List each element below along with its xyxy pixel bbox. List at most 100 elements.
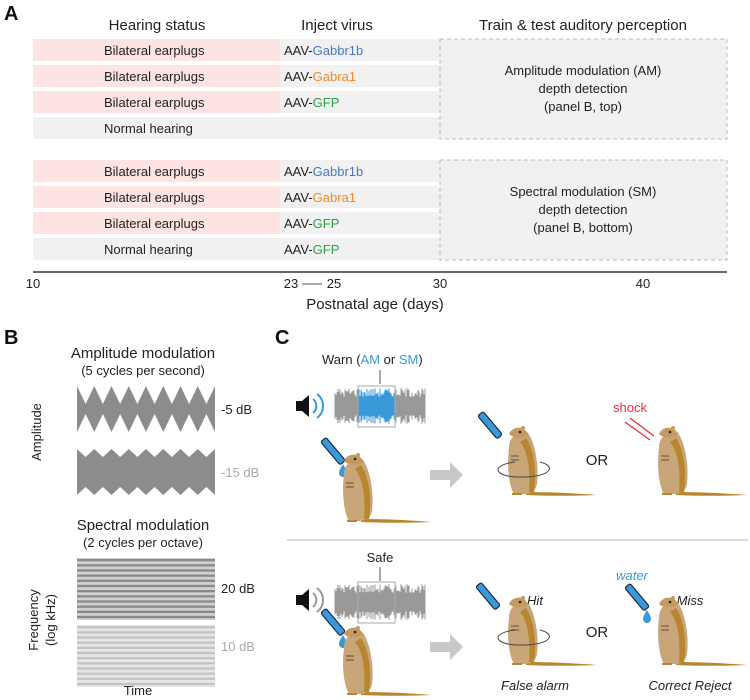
spectral-stripe xyxy=(77,610,215,613)
hearing-status-cell: Bilateral earplugs xyxy=(104,43,205,58)
shock-icon xyxy=(624,417,655,441)
drop-icon xyxy=(643,610,651,623)
water-label: water xyxy=(616,568,648,583)
virus-cell: AAV-Gabra1 xyxy=(284,69,356,84)
outcome-correct-reject: Correct Reject xyxy=(648,678,732,693)
spectral-stripe xyxy=(77,559,215,562)
earplug-period xyxy=(33,65,280,87)
am-title: Amplitude modulation xyxy=(71,345,215,362)
virus-cell: AAV-Gabra1 xyxy=(284,190,356,205)
spectral-stripe xyxy=(77,615,215,619)
task-text: depth detection xyxy=(539,202,628,217)
earplug-period xyxy=(33,212,280,234)
task-text: (panel B, top) xyxy=(544,99,622,114)
sm-ylabel-units: (log kHz) xyxy=(43,594,58,646)
spectral-stripe xyxy=(77,590,215,593)
header-inject-virus: Inject virus xyxy=(301,17,373,34)
sm-title: Spectral modulation xyxy=(77,517,210,534)
spectral-stripe xyxy=(77,672,215,675)
speaker-icon xyxy=(296,587,324,613)
panel-b-label: B xyxy=(4,327,18,349)
spectral-stripe xyxy=(77,646,215,649)
task-text: Spectral modulation (SM) xyxy=(510,184,657,199)
spectral-stripe xyxy=(77,657,215,660)
water-spout-icon xyxy=(624,582,650,612)
safe-sound-waveform xyxy=(334,584,426,620)
virus-cell: AAV-GFP xyxy=(284,242,339,257)
water-spout-icon xyxy=(320,436,346,466)
am-waveform-15db xyxy=(77,449,215,495)
task-text: depth detection xyxy=(539,81,628,96)
spectral-stripe xyxy=(77,626,215,629)
arrow-icon xyxy=(430,462,463,488)
gerbil-safe-trial xyxy=(342,625,433,697)
gerbil-warn-trial xyxy=(342,452,433,524)
tick-30: 30 xyxy=(433,276,447,291)
panel-a-label: A xyxy=(4,3,18,25)
safe-window-box xyxy=(357,581,396,624)
sm-level-20db: 20 dB xyxy=(221,581,255,596)
virus-cell: AAV-GFP xyxy=(284,216,339,231)
hearing-status-cell: Bilateral earplugs xyxy=(104,216,205,231)
outcome-miss: Miss xyxy=(677,593,704,608)
gerbil-hit xyxy=(507,425,598,497)
spectral-stripe xyxy=(77,662,215,665)
timeline-table: Bilateral earplugs AAV-Gabbr1b Bilateral e… xyxy=(33,38,728,261)
speaker-icon xyxy=(296,393,324,419)
spectral-stripe xyxy=(77,667,215,670)
hearing-status-cell: Normal hearing xyxy=(104,121,193,136)
axis-label: Postnatal age (days) xyxy=(306,296,444,313)
earplug-period xyxy=(33,91,280,113)
arrow-icon xyxy=(430,634,463,660)
spectral-stripe xyxy=(77,574,215,577)
task-text: (panel B, bottom) xyxy=(533,220,633,235)
earplug-period xyxy=(33,39,280,61)
safe-label: Safe xyxy=(367,550,394,565)
spectrogram-bg xyxy=(77,625,215,687)
sm-ylabel: Frequency xyxy=(26,589,41,651)
warn-label: Warn (AM or SM) xyxy=(322,352,423,367)
spectral-stripe xyxy=(77,579,215,582)
spectral-stripe xyxy=(77,636,215,639)
warn-sound-waveform xyxy=(334,388,426,424)
rotation-arrow-icon xyxy=(497,461,550,478)
gerbil-miss xyxy=(657,425,748,497)
outcome-false-alarm: False alarm xyxy=(501,678,569,693)
rotation-arrow-icon xyxy=(497,629,550,646)
gerbil-false-alarm xyxy=(507,595,598,667)
panel-c-label: C xyxy=(275,327,289,349)
task-box xyxy=(439,159,728,261)
spectral-stripe xyxy=(77,605,215,608)
sm-spectrogram-10db xyxy=(77,625,215,687)
tick-10: 10 xyxy=(26,276,40,291)
spectral-stripe xyxy=(77,595,215,598)
am-waveform-5db xyxy=(77,386,215,432)
spectral-stripe xyxy=(77,682,215,686)
sm-subtitle: (2 cycles per octave) xyxy=(83,535,203,550)
spectral-stripe xyxy=(77,564,215,567)
virus-cell: AAV-Gabbr1b xyxy=(284,43,363,58)
sm-xlabel: Time xyxy=(124,683,152,698)
sm-level-10db: 10 dB xyxy=(221,639,255,654)
spectral-stripe xyxy=(77,569,215,572)
hearing-status-cell: Bilateral earplugs xyxy=(104,190,205,205)
am-ylabel: Amplitude xyxy=(29,403,44,461)
water-spout-icon xyxy=(477,410,503,440)
sm-spectrogram-20db xyxy=(77,558,215,620)
shock-label: shock xyxy=(613,400,647,415)
water-spout-icon xyxy=(475,581,501,611)
or-label-top: OR xyxy=(586,452,609,469)
hearing-status-cell: Bilateral earplugs xyxy=(104,164,205,179)
spectrogram-bg xyxy=(77,558,215,620)
virus-cell: AAV-GFP xyxy=(284,95,339,110)
task-text: Amplitude modulation (AM) xyxy=(505,63,662,78)
spectral-stripe xyxy=(77,600,215,603)
am-level-15db: -15 dB xyxy=(221,465,259,480)
earplug-period xyxy=(33,186,280,208)
spectral-stripe xyxy=(77,584,215,588)
spectral-stripe xyxy=(77,651,215,655)
outcome-hit: Hit xyxy=(527,593,544,608)
warn-window-box xyxy=(357,385,396,428)
virus-cell: AAV-Gabbr1b xyxy=(284,164,363,179)
